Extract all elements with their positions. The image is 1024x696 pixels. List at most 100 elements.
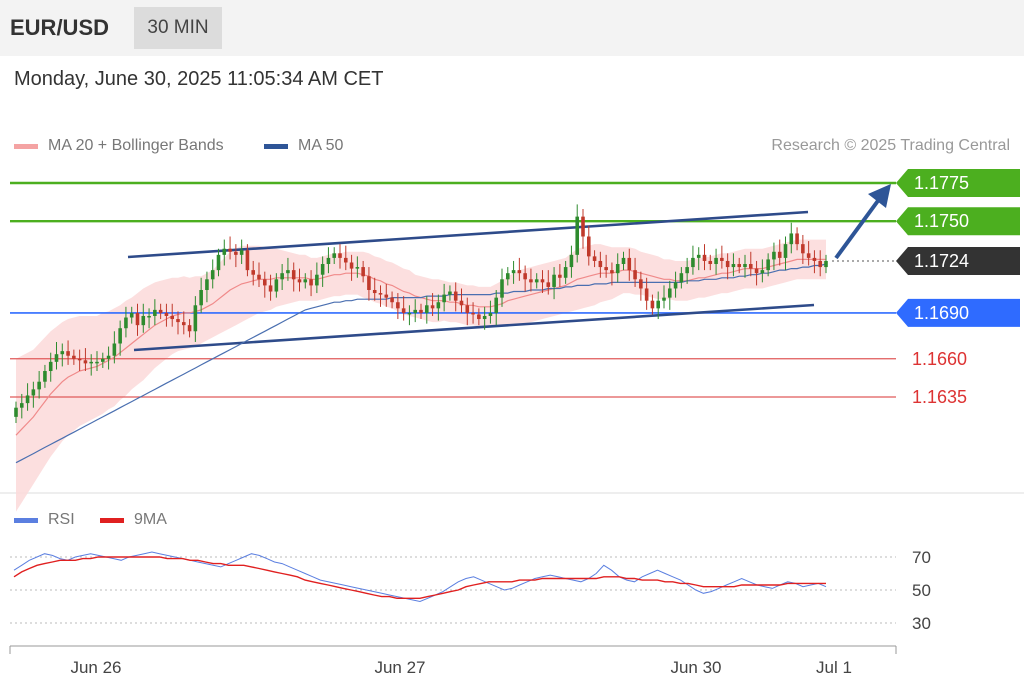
candle-body: [19, 403, 24, 408]
candle-body: [685, 267, 689, 274]
candle-body: [286, 270, 290, 274]
time-axis-label: Jun 30: [670, 658, 721, 677]
candle-body: [714, 257, 718, 265]
candle-body: [320, 264, 325, 275]
level-tag-1.1724: [896, 246, 1020, 275]
candle-body: [662, 297, 666, 301]
candle-body: [801, 244, 805, 254]
candle-body: [766, 259, 770, 271]
candle-body: [419, 309, 423, 313]
candle-body: [141, 315, 146, 326]
candle-body: [546, 282, 551, 287]
candle-body: [731, 264, 736, 268]
candle-body: [367, 276, 371, 290]
candle-body: [355, 267, 360, 269]
candle-body: [216, 254, 221, 271]
candle-body: [407, 312, 412, 315]
candle-body: [471, 312, 475, 315]
candle-body: [453, 291, 458, 301]
ma50-line: [15, 263, 827, 464]
level-label-1.1724: 1.1724: [914, 251, 969, 271]
candle-body: [477, 314, 481, 320]
candle-body: [639, 279, 643, 289]
level-label-1.1635: 1.1635: [912, 387, 967, 407]
candle-body: [303, 279, 308, 283]
candle-body: [488, 312, 493, 316]
candle-body: [621, 257, 626, 265]
candle-body: [262, 279, 267, 286]
candle-body: [280, 273, 284, 280]
candle-body: [164, 312, 169, 316]
candle-body: [112, 343, 117, 356]
candle-body: [245, 250, 250, 271]
level-label-1.1690: 1.1690: [914, 303, 969, 323]
candle-body: [465, 305, 470, 313]
candle-body: [691, 257, 695, 268]
candle-body: [581, 216, 585, 237]
candle-body: [743, 264, 747, 268]
candle-body: [720, 257, 724, 261]
candle-body: [592, 256, 597, 261]
candle-body: [401, 308, 406, 313]
legend-ma50-label: MA 50: [298, 137, 344, 154]
ma50-swatch: [264, 143, 288, 149]
header-bar: EUR/USD 30 MIN: [0, 0, 1024, 56]
candle-body: [193, 305, 198, 332]
legend-9ma-label: 9MA: [134, 511, 167, 528]
candle-body: [737, 264, 742, 268]
candle-body: [361, 267, 365, 277]
candle-body: [806, 253, 811, 258]
candle-body: [66, 351, 70, 356]
candle-body: [413, 309, 418, 313]
candle-body: [135, 312, 140, 326]
candle-body: [824, 260, 828, 268]
channel-lower-line: [133, 303, 815, 352]
level-label-1.1775: 1.1775: [914, 173, 969, 193]
candle-body: [482, 315, 487, 320]
candle-body: [48, 361, 53, 372]
legend-ma20-label: MA 20 + Bollinger Bands: [48, 137, 224, 154]
candle-body: [558, 274, 562, 278]
candle-body: [615, 264, 620, 274]
timeframe-button[interactable]: 30 MIN: [134, 7, 222, 49]
level-tag-1.1690: [896, 298, 1020, 327]
candle-body: [129, 312, 134, 318]
time-axis-label: Jun 27: [374, 658, 425, 677]
rsi-tick-label: 70: [912, 548, 931, 567]
candle-body: [523, 273, 527, 280]
candle-body: [37, 381, 41, 390]
candle-body: [644, 288, 649, 301]
candle-body: [106, 355, 111, 359]
legend-rsi: RSI: [14, 511, 75, 529]
level-label-1.1660: 1.1660: [912, 349, 967, 369]
research-credit: Research © 2025 Trading Central: [771, 137, 1010, 154]
candle-body: [569, 254, 574, 268]
candle-body: [633, 270, 637, 280]
ma20-swatch: [14, 143, 38, 149]
candle-body: [384, 294, 389, 298]
projection-arrow-head: [868, 184, 891, 208]
candle-body: [118, 328, 122, 344]
candle-body: [783, 244, 788, 258]
candle-body: [222, 248, 227, 255]
candle-body: [396, 302, 400, 309]
candle-body: [390, 297, 394, 303]
candle-body: [95, 361, 99, 364]
level-tag-1.1750: [896, 207, 1020, 236]
rsi-9ma-line: [13, 556, 826, 599]
candle-body: [251, 270, 256, 275]
candle-body: [430, 305, 435, 309]
candle-body: [309, 279, 313, 286]
candle-body: [598, 260, 603, 268]
candle-body: [77, 358, 82, 361]
candle-body: [372, 290, 377, 294]
candle-body: [673, 282, 678, 289]
candle-body: [789, 233, 794, 245]
candle-body: [563, 267, 568, 278]
candle-body: [205, 279, 209, 290]
candle-body: [332, 253, 337, 258]
candle-body: [274, 279, 279, 292]
symbol-title: EUR/USD: [10, 15, 110, 40]
candle-body: [343, 257, 348, 263]
